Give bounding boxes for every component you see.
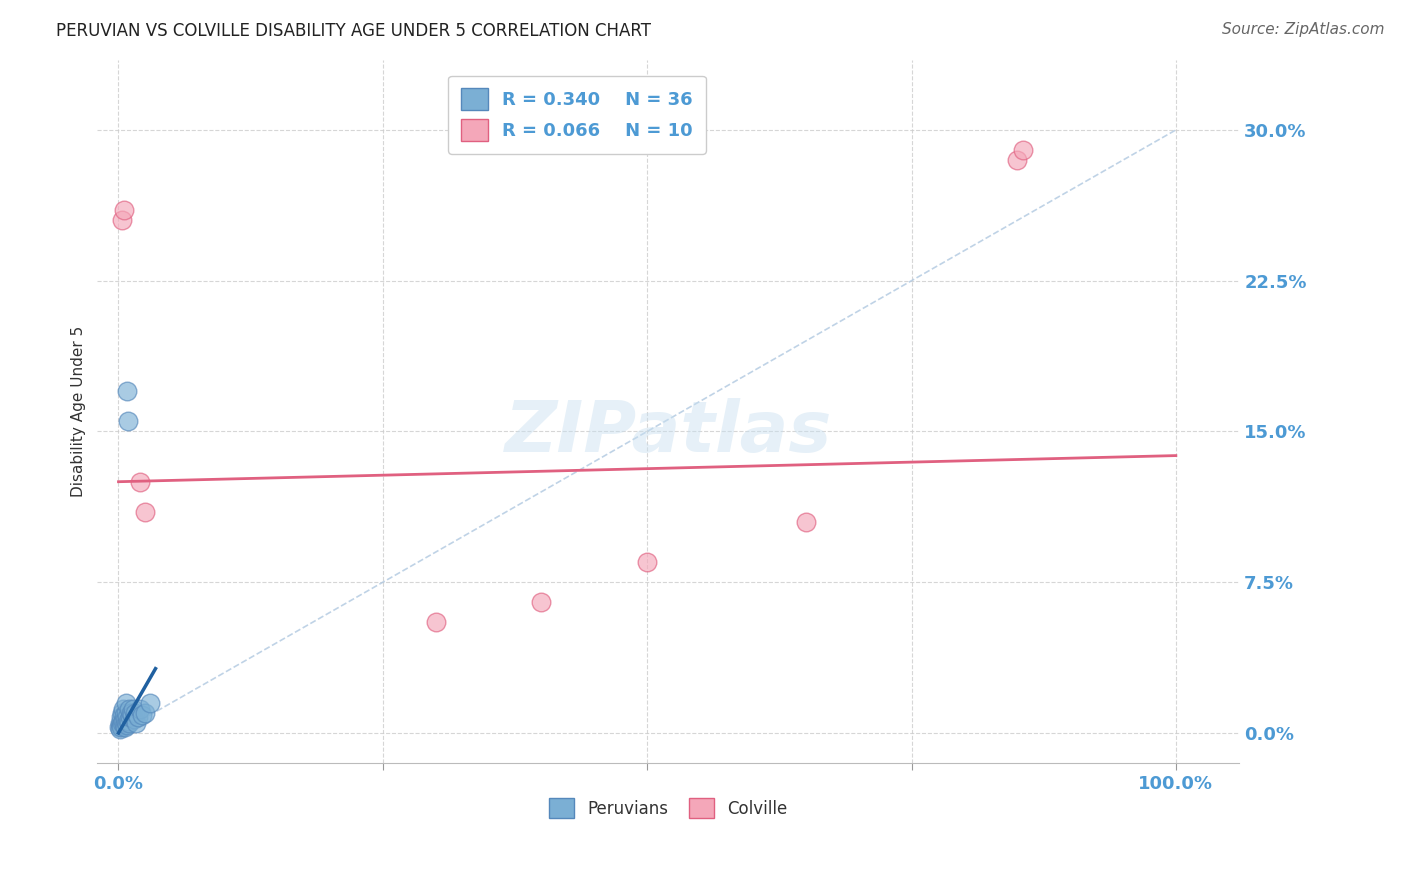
Point <box>114 712 136 726</box>
Point <box>111 702 134 716</box>
Point <box>128 702 150 716</box>
Point <box>110 718 132 732</box>
Point <box>124 712 146 726</box>
Point <box>117 714 139 728</box>
Text: PERUVIAN VS COLVILLE DISABILITY AGE UNDER 5 CORRELATION CHART: PERUVIAN VS COLVILLE DISABILITY AGE UNDE… <box>56 22 651 40</box>
Point <box>112 718 135 732</box>
Point <box>115 715 138 730</box>
Point <box>1011 143 1033 157</box>
Point <box>636 555 658 569</box>
Point <box>108 715 131 730</box>
Point <box>111 714 134 728</box>
Point <box>128 475 150 489</box>
Point <box>111 715 134 730</box>
Point <box>118 702 141 716</box>
Legend: Peruvians, Colville: Peruvians, Colville <box>543 791 794 825</box>
Point <box>110 710 132 724</box>
Point <box>131 707 153 722</box>
Point <box>122 702 145 716</box>
Point <box>112 203 135 218</box>
Point <box>794 515 817 529</box>
Text: Source: ZipAtlas.com: Source: ZipAtlas.com <box>1222 22 1385 37</box>
Point <box>114 720 136 734</box>
Point <box>1005 153 1028 167</box>
Point <box>117 718 139 732</box>
Point <box>139 696 162 710</box>
Y-axis label: Disability Age Under 5: Disability Age Under 5 <box>72 326 86 497</box>
Point <box>110 720 132 734</box>
Point <box>112 707 135 722</box>
Point <box>118 715 141 730</box>
Point <box>120 710 142 724</box>
Point <box>108 720 131 734</box>
Point <box>134 706 156 720</box>
Point <box>127 710 149 724</box>
Point <box>530 595 553 609</box>
Point <box>124 706 146 720</box>
Point <box>125 715 148 730</box>
Point <box>115 696 138 710</box>
Point <box>115 710 138 724</box>
Point <box>115 706 138 720</box>
Point <box>111 213 134 227</box>
Text: ZIPatlas: ZIPatlas <box>505 398 832 467</box>
Point <box>117 414 139 428</box>
Point <box>120 706 142 720</box>
Point <box>134 505 156 519</box>
Point <box>425 615 447 630</box>
Point <box>108 722 131 736</box>
Point <box>115 384 138 399</box>
Point <box>121 707 143 722</box>
Point <box>111 706 134 720</box>
